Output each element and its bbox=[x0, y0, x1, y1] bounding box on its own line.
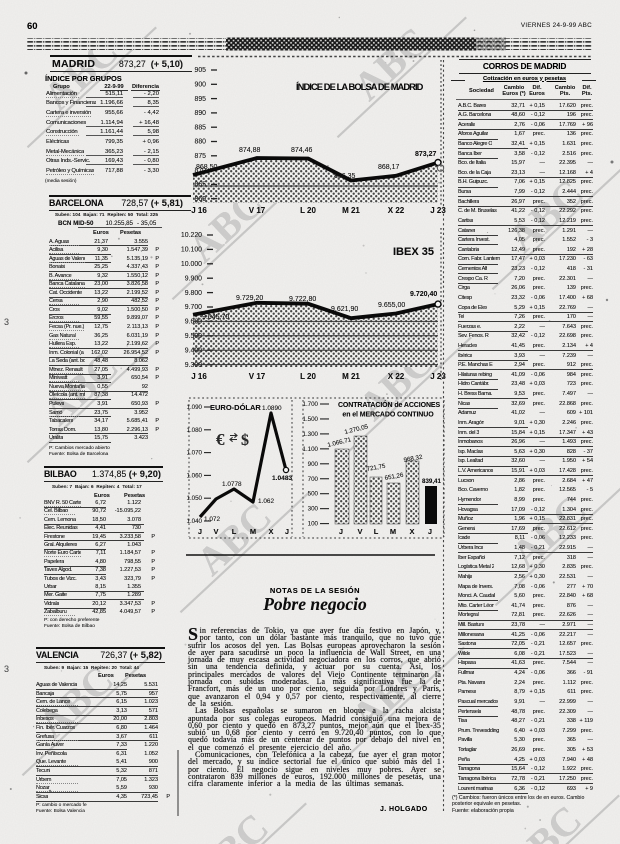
svg-text:1.090: 1.090 bbox=[187, 404, 203, 411]
svg-text:1.0890: 1.0890 bbox=[262, 405, 282, 412]
svg-text:J: J bbox=[198, 527, 202, 536]
svg-text:X: X bbox=[268, 527, 273, 536]
svg-text:870: 870 bbox=[195, 167, 207, 174]
svg-text:9.500: 9.500 bbox=[185, 333, 202, 340]
svg-text:868,50: 868,50 bbox=[196, 164, 218, 171]
svg-text:875: 875 bbox=[195, 153, 207, 160]
svg-text:1.062: 1.062 bbox=[258, 498, 274, 505]
svg-text:1.0483: 1.0483 bbox=[272, 475, 293, 482]
svg-text:885: 885 bbox=[195, 124, 207, 131]
svg-text:M: M bbox=[250, 527, 256, 536]
svg-text:J: J bbox=[428, 527, 432, 536]
svg-text:€: € bbox=[216, 430, 225, 449]
svg-text:500: 500 bbox=[308, 491, 319, 498]
svg-text:ÍNDICE DE LA BOLSA DE MADRID: ÍNDICE DE LA BOLSA DE MADRID bbox=[296, 82, 424, 92]
svg-text:1.040: 1.040 bbox=[187, 518, 203, 525]
svg-text:V 17: V 17 bbox=[249, 206, 266, 215]
svg-text:J: J bbox=[285, 527, 289, 536]
svg-text:9.722,80: 9.722,80 bbox=[289, 296, 316, 303]
svg-text:J 16: J 16 bbox=[191, 206, 207, 215]
svg-text:651,26: 651,26 bbox=[384, 472, 404, 482]
svg-text:873,27: 873,27 bbox=[415, 151, 437, 158]
svg-text:V 17: V 17 bbox=[249, 372, 266, 381]
svg-text:860: 860 bbox=[195, 196, 207, 203]
svg-text:839,41: 839,41 bbox=[422, 478, 441, 485]
svg-text:3: 3 bbox=[4, 317, 9, 327]
svg-text:874,46: 874,46 bbox=[291, 147, 313, 154]
svg-text:900: 900 bbox=[308, 461, 319, 468]
svg-text:1.300: 1.300 bbox=[303, 431, 319, 438]
svg-text:1.500: 1.500 bbox=[303, 416, 319, 423]
svg-text:V: V bbox=[213, 527, 218, 536]
svg-text:X 22: X 22 bbox=[388, 372, 405, 381]
svg-text:1.070: 1.070 bbox=[187, 450, 203, 457]
svg-text:M: M bbox=[390, 527, 396, 536]
svg-text:J 23: J 23 bbox=[430, 372, 446, 381]
svg-text:CONTRATACIÓN de ACCIONES: CONTRATACIÓN de ACCIONES bbox=[338, 400, 441, 409]
svg-text:874,88: 874,88 bbox=[239, 147, 261, 154]
svg-text:721,75: 721,75 bbox=[366, 463, 386, 473]
svg-text:9.900: 9.900 bbox=[185, 275, 202, 282]
svg-text:1.700: 1.700 bbox=[303, 401, 319, 408]
svg-text:IBEX 35: IBEX 35 bbox=[393, 246, 434, 258]
svg-text:865: 865 bbox=[195, 182, 207, 189]
svg-text:EURO-DÓLAR: EURO-DÓLAR bbox=[210, 403, 261, 412]
svg-text:10.100: 10.100 bbox=[181, 247, 202, 254]
svg-text:J 16: J 16 bbox=[191, 372, 207, 381]
svg-text:9.729,20: 9.729,20 bbox=[236, 295, 263, 302]
svg-text:L: L bbox=[374, 527, 379, 536]
svg-text:1.100: 1.100 bbox=[303, 446, 319, 453]
svg-text:1.060: 1.060 bbox=[187, 472, 203, 479]
svg-text:1.080: 1.080 bbox=[187, 427, 203, 434]
svg-text:9.720,40: 9.720,40 bbox=[410, 291, 437, 298]
svg-text:9.600: 9.600 bbox=[185, 319, 202, 326]
svg-text:X: X bbox=[409, 527, 414, 536]
svg-text:1.0778: 1.0778 bbox=[222, 481, 242, 488]
svg-text:M 21: M 21 bbox=[342, 372, 360, 381]
svg-text:9.645,70: 9.645,70 bbox=[202, 314, 229, 321]
svg-text:968,32: 968,32 bbox=[403, 454, 423, 464]
svg-text:J 23: J 23 bbox=[430, 206, 446, 215]
svg-text:866,35: 866,35 bbox=[334, 173, 356, 180]
svg-text:890: 890 bbox=[195, 110, 207, 117]
svg-text:1.072: 1.072 bbox=[204, 516, 220, 523]
svg-text:L: L bbox=[232, 527, 237, 536]
svg-text:$: $ bbox=[241, 432, 249, 449]
svg-text:L 20: L 20 bbox=[300, 372, 316, 381]
svg-text:868,17: 868,17 bbox=[378, 164, 400, 171]
svg-text:905: 905 bbox=[195, 67, 207, 74]
svg-text:880: 880 bbox=[195, 139, 207, 146]
svg-text:J: J bbox=[339, 527, 343, 536]
svg-text:895: 895 bbox=[195, 96, 207, 103]
svg-text:M 21: M 21 bbox=[342, 206, 360, 215]
svg-text:L 20: L 20 bbox=[300, 206, 316, 215]
svg-text:300: 300 bbox=[308, 506, 319, 513]
svg-text:9.655,00: 9.655,00 bbox=[378, 302, 405, 309]
svg-text:900: 900 bbox=[195, 82, 207, 89]
svg-text:X 22: X 22 bbox=[388, 206, 405, 215]
svg-text:V: V bbox=[357, 527, 362, 536]
svg-text:9.621,90: 9.621,90 bbox=[331, 306, 358, 313]
svg-text:10.220: 10.220 bbox=[181, 232, 202, 239]
svg-text:3: 3 bbox=[4, 664, 9, 674]
svg-text:9.700: 9.700 bbox=[185, 304, 202, 311]
svg-text:en el MERCADO CONTINUO: en el MERCADO CONTINUO bbox=[342, 412, 434, 419]
svg-text:9.400: 9.400 bbox=[185, 347, 202, 354]
svg-text:9.300: 9.300 bbox=[185, 362, 202, 369]
svg-text:10.000: 10.000 bbox=[181, 261, 202, 268]
svg-text:1.050: 1.050 bbox=[187, 495, 203, 502]
svg-text:700: 700 bbox=[308, 476, 319, 483]
svg-text:9.800: 9.800 bbox=[185, 290, 202, 297]
svg-text:100: 100 bbox=[308, 521, 319, 528]
